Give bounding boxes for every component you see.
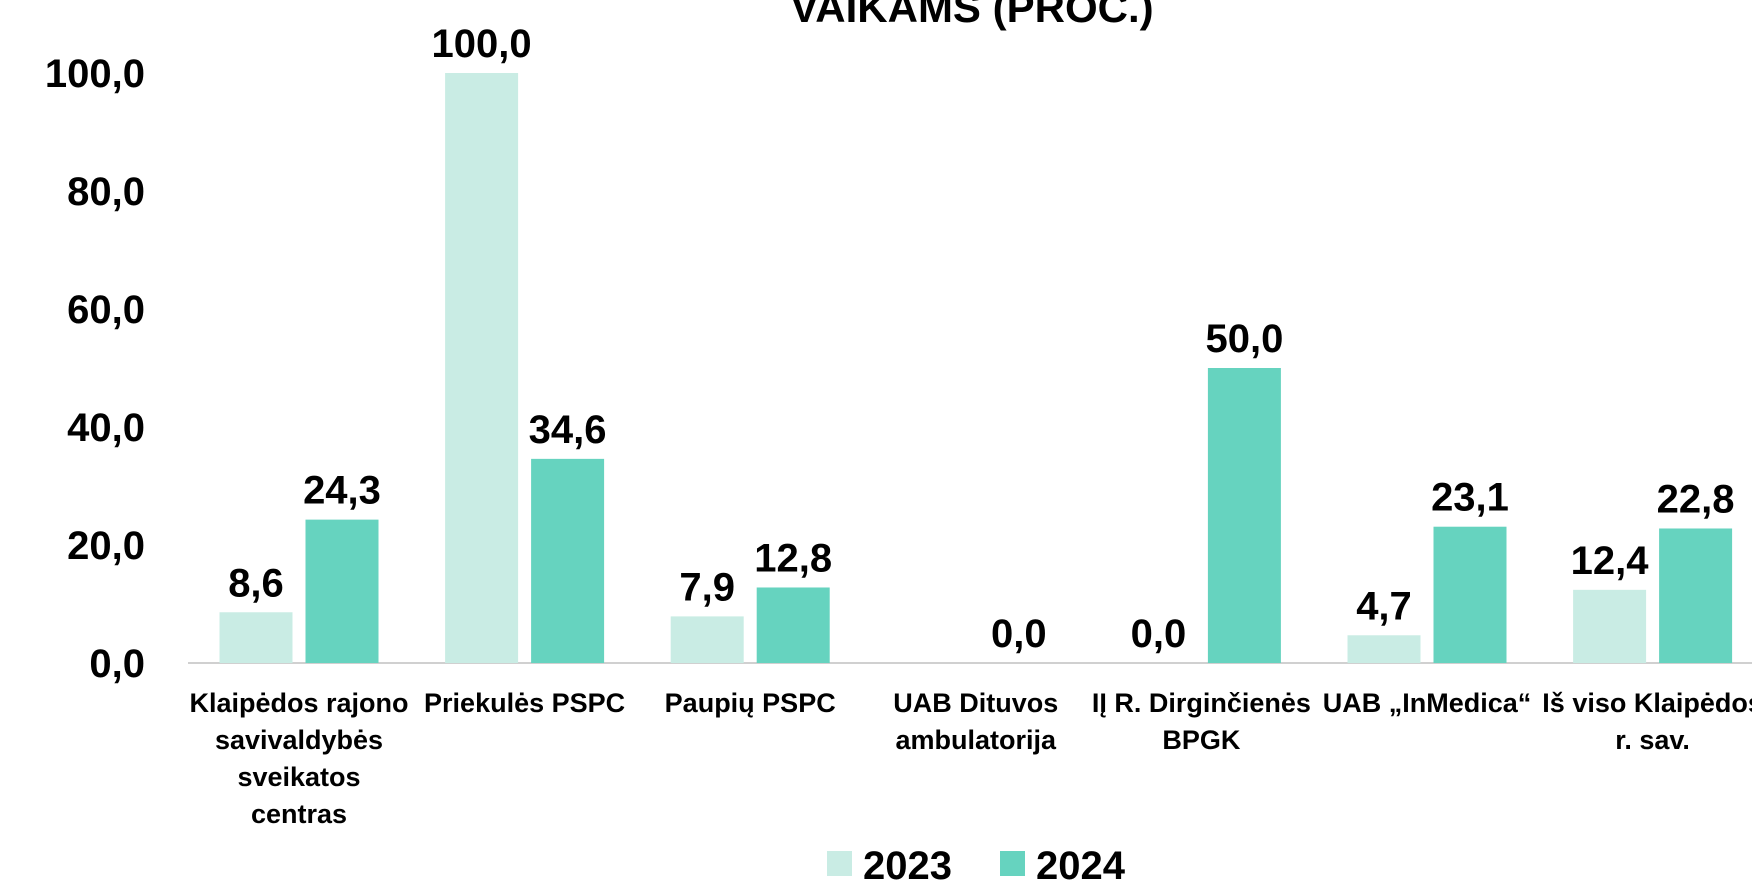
bar (1207, 368, 1281, 663)
y-tick-label: 80,0 (67, 170, 145, 214)
value-label: 0,0 (991, 612, 1047, 656)
x-tick-label: IĮ R. Dirginčienės BPGK (1091, 688, 1311, 755)
bar (1433, 526, 1507, 663)
bar (670, 616, 744, 663)
y-tick-label: 0,0 (89, 642, 145, 686)
x-tick-label: Iš viso Klaipėdos r. sav. (1542, 688, 1752, 755)
x-tick-label: Priekulės PSPC (424, 688, 626, 718)
value-label: 24,3 (303, 469, 381, 513)
chart-title: VAIKAMS (PROC.) (790, 0, 1153, 31)
bar (531, 458, 605, 663)
legend-label: 2024 (1036, 844, 1126, 888)
value-label: 12,4 (1571, 539, 1650, 583)
value-label: 34,6 (529, 408, 607, 452)
bar (1573, 589, 1647, 663)
x-tick-label: UAB Dituvos ambulatorija (893, 688, 1059, 755)
value-label: 23,1 (1431, 476, 1509, 520)
value-label: 4,7 (1356, 584, 1412, 628)
y-tick-label: 100,0 (45, 52, 145, 96)
value-label: 100,0 (432, 22, 532, 66)
bar (305, 519, 379, 663)
legend-swatch (827, 851, 852, 876)
value-label: 50,0 (1205, 317, 1283, 361)
value-label: 12,8 (754, 536, 832, 580)
x-tick-label: UAB „InMedica“ (1322, 688, 1532, 718)
value-label: 0,0 (1131, 612, 1187, 656)
legend-label: 2023 (863, 844, 952, 888)
bar (1659, 528, 1733, 663)
bar (445, 73, 519, 663)
value-label: 8,6 (228, 561, 284, 605)
y-tick-label: 40,0 (67, 406, 145, 450)
x-tick-label: Klaipėdos rajono savivaldybės sveikatos … (189, 688, 409, 829)
bar (756, 587, 830, 663)
legend-swatch (1000, 851, 1025, 876)
bar (219, 612, 293, 663)
y-tick-label: 20,0 (67, 524, 145, 568)
value-label: 22,8 (1657, 477, 1735, 521)
y-tick-label: 60,0 (67, 288, 145, 332)
bar (1347, 635, 1421, 663)
value-label: 7,9 (679, 565, 735, 609)
x-tick-label: Paupių PSPC (664, 688, 836, 718)
